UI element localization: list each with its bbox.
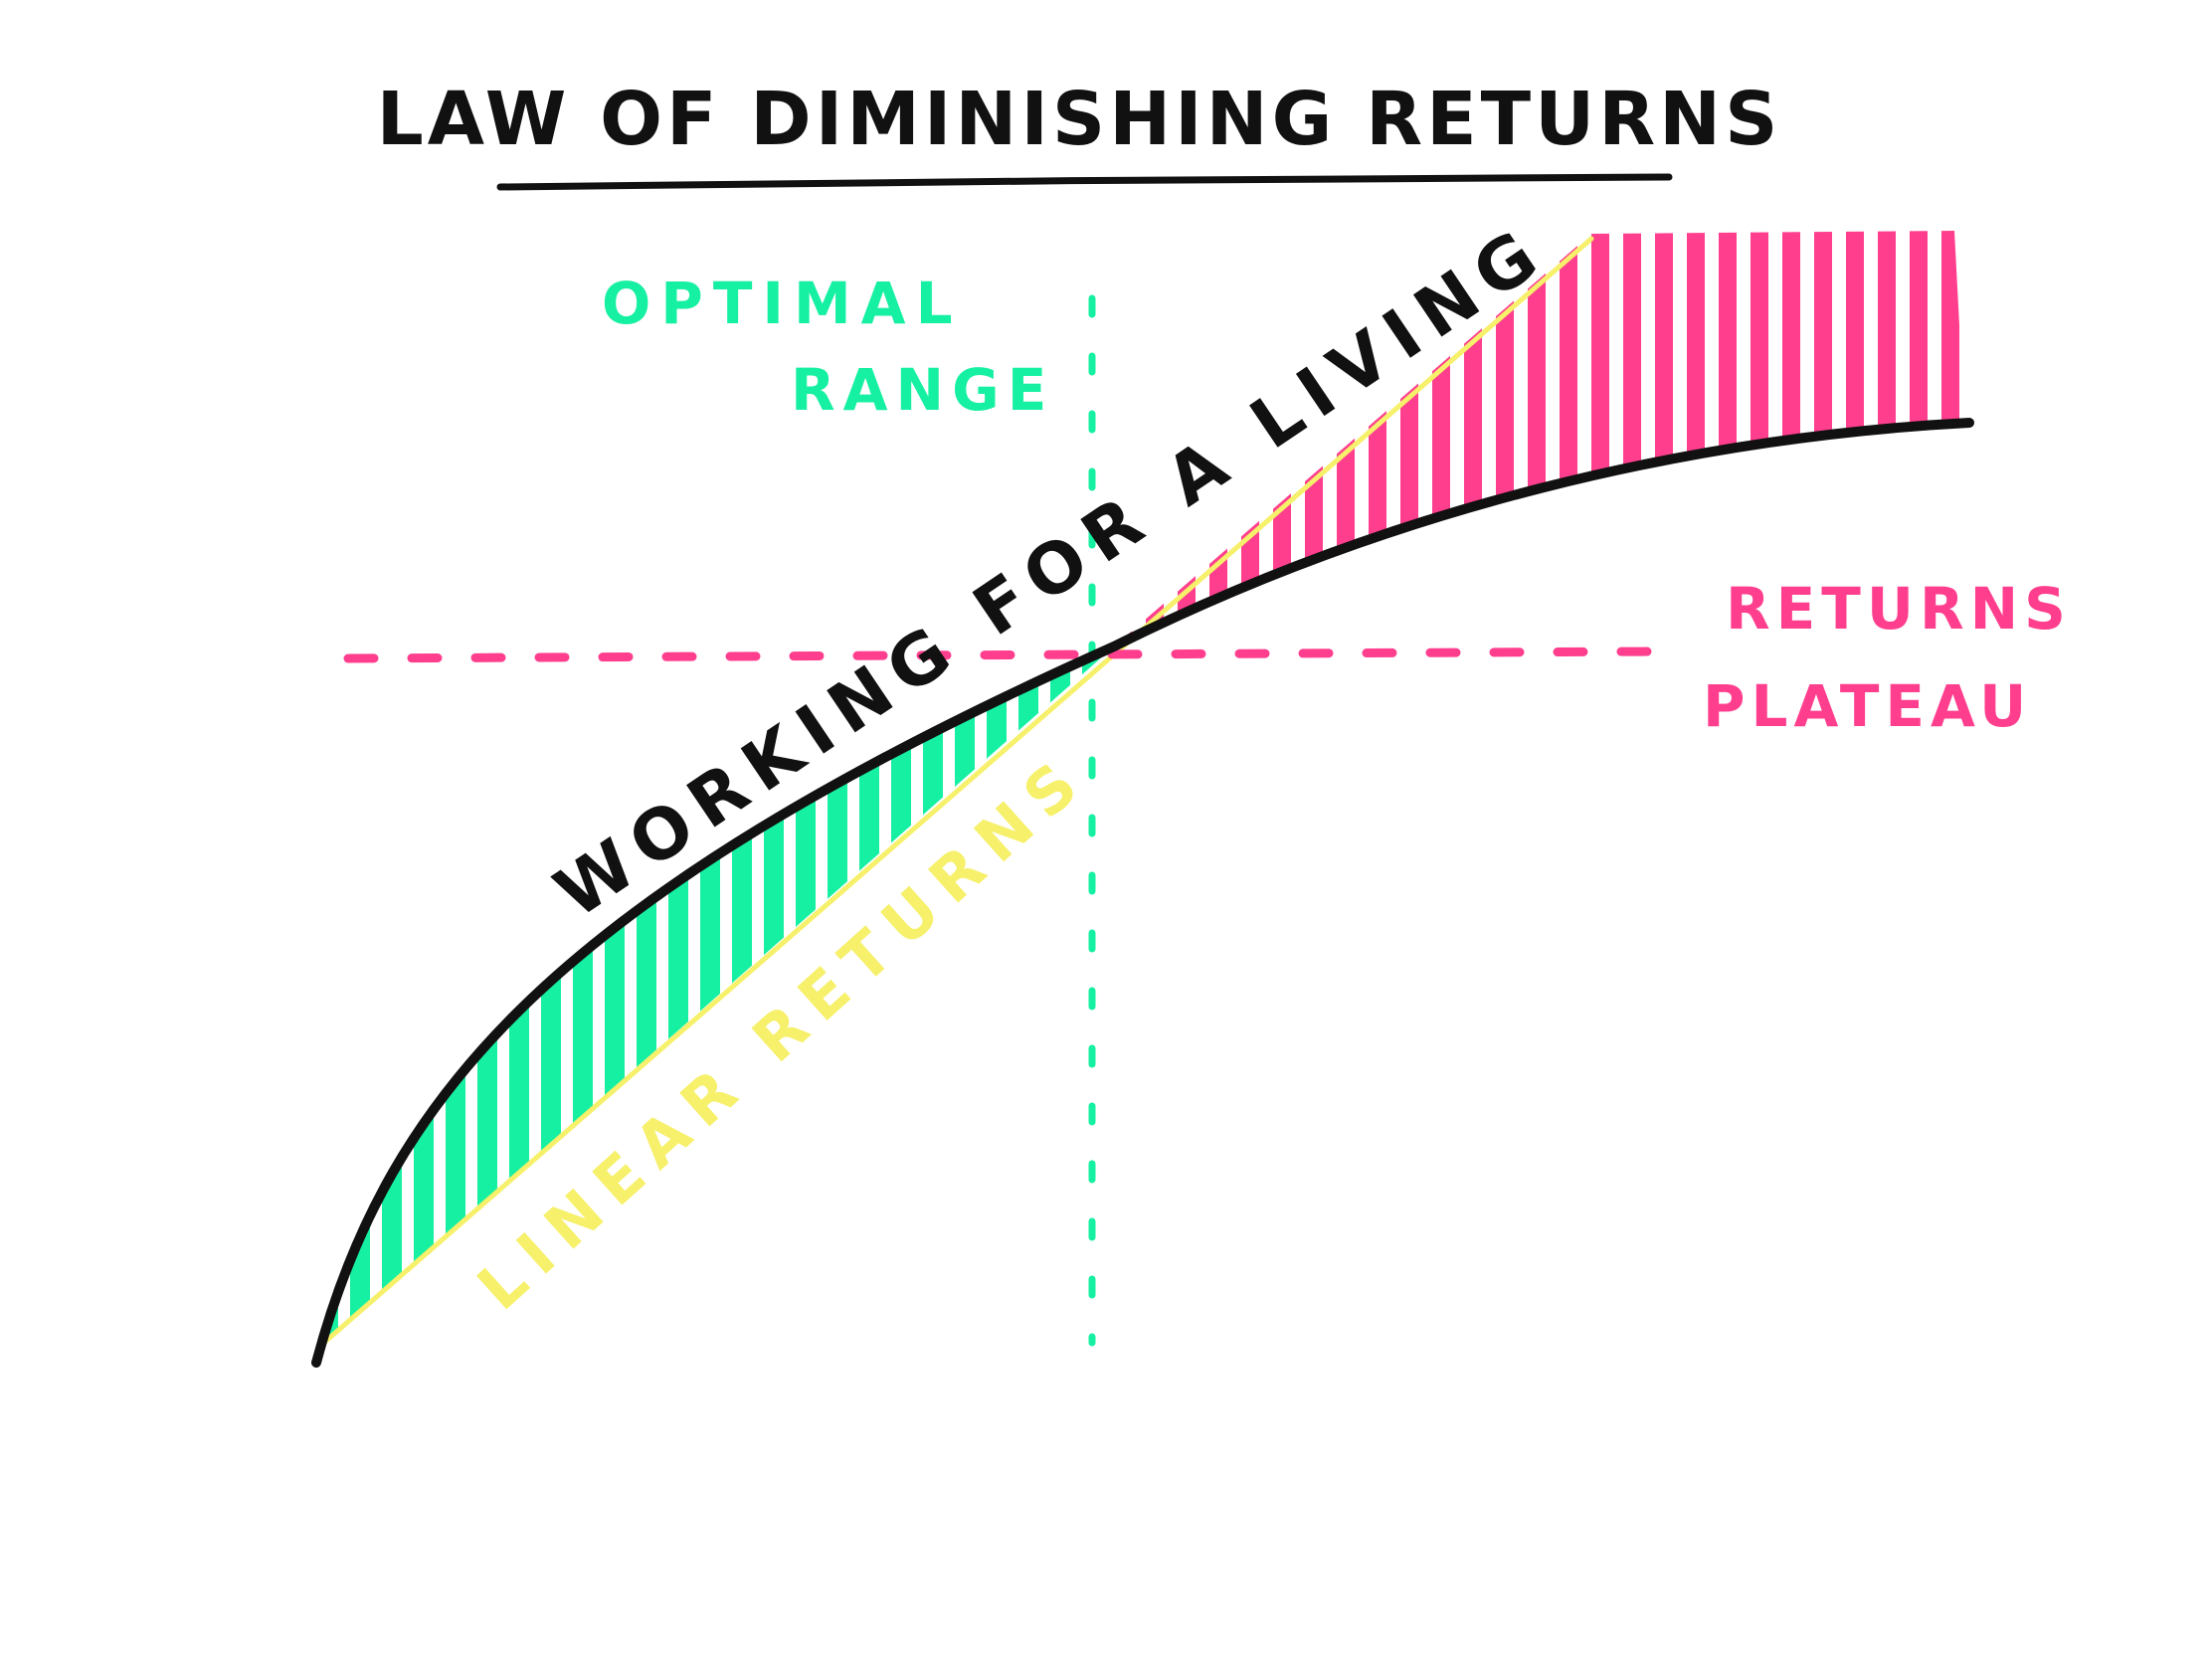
- plateau-threshold-line: [343, 646, 1661, 663]
- optimal-range-label-line1: OPTIMAL: [602, 270, 963, 337]
- optimal-range-label-line2: RANGE: [791, 356, 1054, 424]
- title-underline: [496, 173, 1673, 191]
- returns-plateau-label-line2: PLATEAU: [1703, 672, 2032, 740]
- diminishing-returns-curve: [311, 418, 1974, 1368]
- returns-plateau-label-line1: RETURNS: [1726, 575, 2072, 643]
- linear-returns-line: [315, 236, 1594, 1351]
- diagram-title: LAW OF DIMINISHING RETURNS: [377, 77, 1782, 162]
- returns-plateau-area: [1114, 231, 1964, 646]
